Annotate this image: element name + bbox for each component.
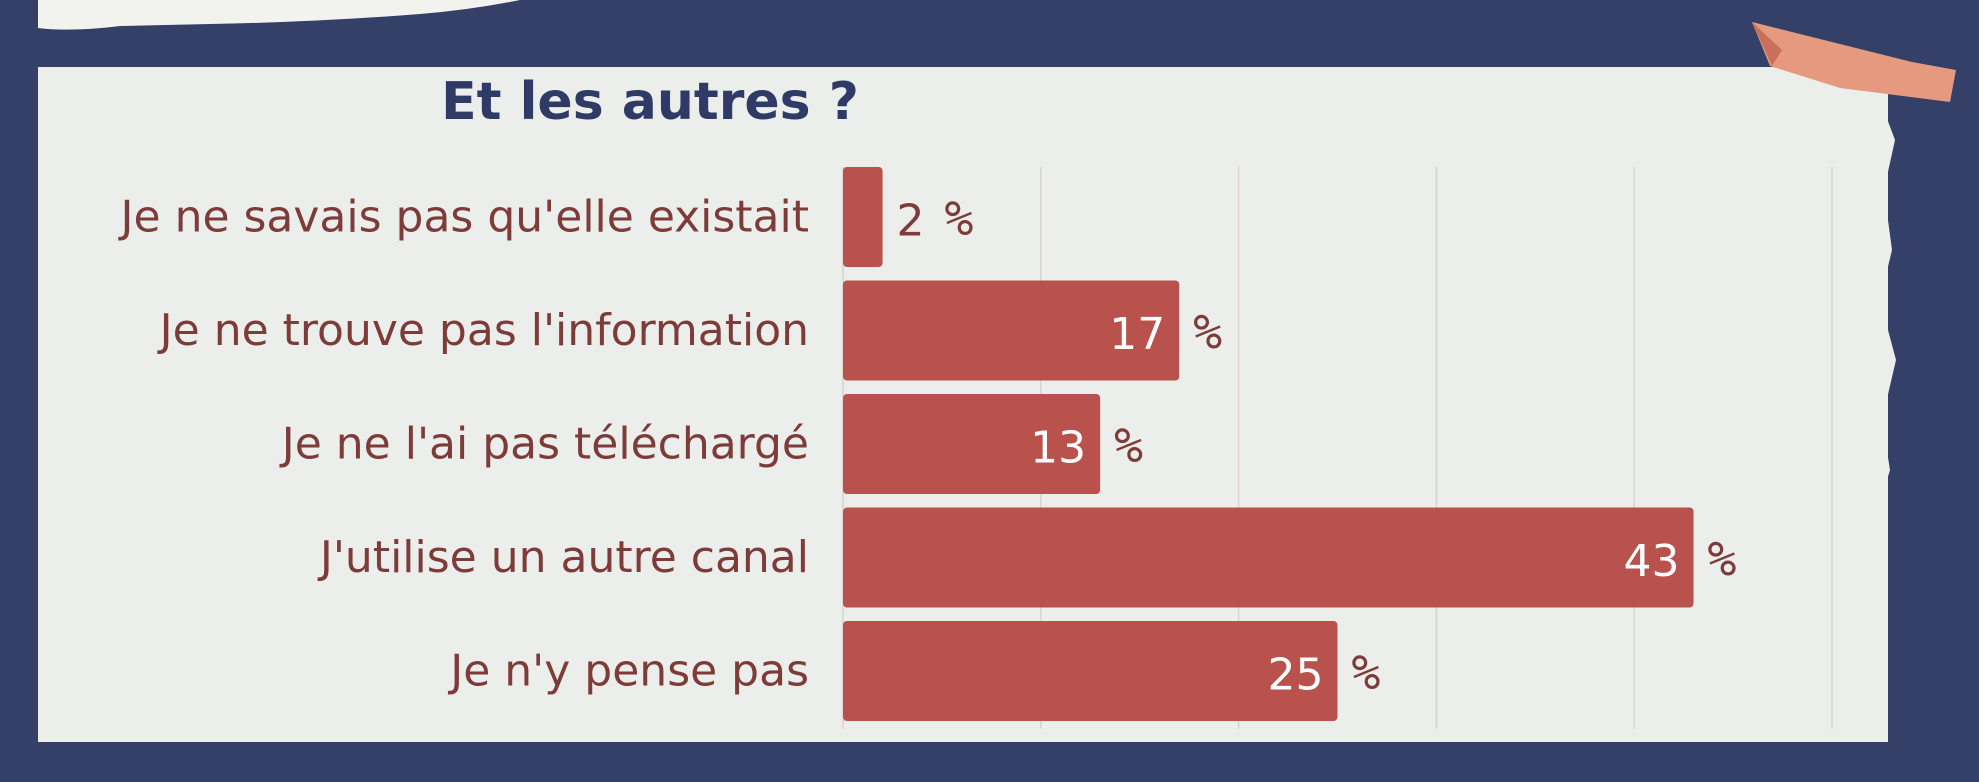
value-label: 25 <box>1268 650 1324 701</box>
bar <box>843 280 1180 381</box>
percent-sign: % <box>1193 305 1222 361</box>
bars <box>843 167 1694 721</box>
bar <box>843 621 1338 721</box>
chart-title: Et les autres ? <box>441 72 859 132</box>
tape-decoration <box>1752 22 1956 102</box>
value-label: 43 <box>1624 536 1680 587</box>
torn-paper-right-edge <box>1780 67 1896 742</box>
torn-paper-strip <box>38 0 520 30</box>
category-label: Je ne savais pas qu'elle existait <box>118 192 809 243</box>
percent-sign: % <box>1114 418 1143 474</box>
bar <box>843 167 883 267</box>
value-labels: 2 % 17 % 13 % 43 % 25% <box>897 191 1737 701</box>
percent-sign: % <box>1352 645 1381 701</box>
value-label: 17 <box>1109 309 1165 360</box>
category-label: Je ne l'ai pas téléchargé <box>279 419 809 470</box>
value-label: 2 <box>897 196 925 247</box>
category-labels: Je ne savais pas qu'elle existait Je ne t… <box>118 192 809 697</box>
category-label: Je n'y pense pas <box>447 646 809 697</box>
category-label: Je ne trouve pas l'information <box>157 305 809 356</box>
bar <box>843 507 1694 608</box>
percent-sign: % <box>945 191 974 247</box>
category-label: J'utilise un autre canal <box>317 532 809 583</box>
value-label: 13 <box>1030 423 1086 474</box>
bar <box>843 394 1101 494</box>
percent-sign: % <box>1708 532 1737 588</box>
